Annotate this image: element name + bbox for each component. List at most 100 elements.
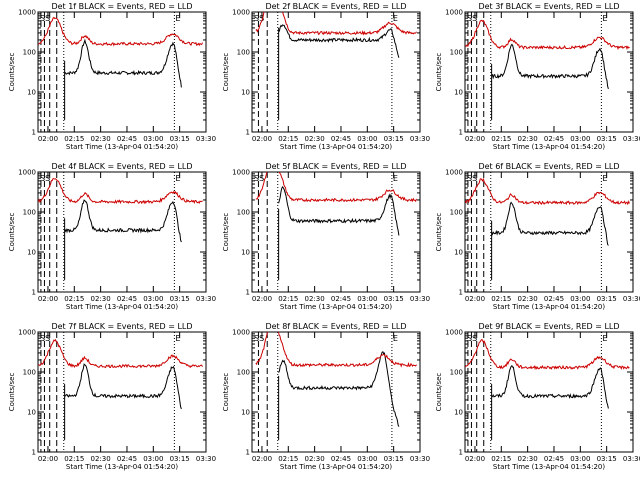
x-tick-label: 02:45 xyxy=(117,455,137,463)
y-tick-label: 10 xyxy=(241,409,250,417)
plot-frame xyxy=(251,11,421,133)
curves xyxy=(255,172,417,280)
y-tick-label: 1 xyxy=(246,129,250,137)
x-tick-label: 02:15 xyxy=(278,135,298,143)
e-marker-label: E xyxy=(393,334,398,343)
y-tick-label: 1 xyxy=(32,449,36,457)
x-tick-label: 03:30 xyxy=(410,135,430,143)
y-tick-label: 1 xyxy=(32,289,36,297)
x-axis-label: Start Time (13-Apr-04 01:54:20) xyxy=(66,463,178,471)
x-tick-label: 03:00 xyxy=(357,455,377,463)
x-tick-label: 02:00 xyxy=(38,455,58,463)
y-axis-label: Counts/sec xyxy=(222,213,230,252)
x-tick-label: 02:45 xyxy=(117,135,137,143)
panel-7: Det 7f BLACK = Events, RED = LLD 1 10 100 10… xyxy=(8,322,216,471)
y-tick-label: 1 xyxy=(459,449,463,457)
x-axis-label: Start Time (13-Apr-04 01:54:20) xyxy=(493,303,605,311)
events-line xyxy=(64,363,182,410)
x-tick-label: 03:00 xyxy=(357,135,377,143)
x-tick-label: 02:15 xyxy=(491,135,511,143)
panel-6: Det 6f BLACK = Events, RED = LLD 1 10 100 10… xyxy=(435,162,640,311)
x-tick-label: 03:00 xyxy=(570,295,590,303)
panel-title: Det 4f BLACK = Events, RED = LLD xyxy=(51,162,192,171)
y-tick-label: 100 xyxy=(23,369,36,377)
s-marker-label: SS xyxy=(40,174,50,183)
curves xyxy=(38,16,203,120)
y-axis-label: Counts/sec xyxy=(435,213,443,252)
y-tick-label: 1000 xyxy=(232,169,250,177)
events-line xyxy=(278,351,400,427)
y-tick-label: 1 xyxy=(459,129,463,137)
x-tick-label: 03:30 xyxy=(623,135,640,143)
x-tick-label: 02:30 xyxy=(518,295,538,303)
lld-line xyxy=(465,177,630,206)
y-tick-label: 10 xyxy=(27,409,36,417)
x-tick-label: 02:30 xyxy=(518,135,538,143)
events-line xyxy=(278,186,400,236)
x-tick-label: 03:00 xyxy=(143,295,163,303)
lld-line xyxy=(255,332,417,368)
x-tick-label: 02:15 xyxy=(278,295,298,303)
panel-title: Det 6f BLACK = Events, RED = LLD xyxy=(478,162,619,171)
x-tick-label: 02:30 xyxy=(305,295,325,303)
panel-title: Det 3f BLACK = Events, RED = LLD xyxy=(478,2,619,11)
y-axis-label: Counts/sec xyxy=(435,373,443,412)
y-axis-label: Counts/sec xyxy=(8,213,16,252)
events-line xyxy=(64,38,182,88)
x-tick-label: 02:30 xyxy=(305,135,325,143)
y-tick-label: 10 xyxy=(454,89,463,97)
y-tick-label: 100 xyxy=(237,49,250,57)
e-marker-label: E xyxy=(393,14,398,23)
s-marker-label: SS xyxy=(40,14,50,23)
y-tick-label: 1000 xyxy=(445,9,463,17)
s-marker-label: SS xyxy=(40,334,50,343)
x-tick-label: 03:15 xyxy=(384,135,404,143)
panel-1: Det 1f BLACK = Events, RED = LLD 1 10 100 10… xyxy=(8,2,216,151)
x-tick-label: 02:15 xyxy=(64,135,84,143)
panel-title: Det 8f BLACK = Events, RED = LLD xyxy=(265,322,406,331)
y-tick-label: 100 xyxy=(450,209,463,217)
plot-frame xyxy=(37,11,207,133)
x-tick-label: 02:45 xyxy=(331,135,351,143)
curves xyxy=(465,177,630,280)
lld-line xyxy=(465,338,630,371)
x-tick-label: 02:30 xyxy=(91,455,111,463)
y-tick-label: 1000 xyxy=(445,169,463,177)
x-tick-label: 03:00 xyxy=(143,135,163,143)
y-axis-label: Counts/sec xyxy=(8,373,16,412)
curves xyxy=(255,12,417,120)
plot-frame xyxy=(464,171,634,293)
events-line xyxy=(491,43,609,90)
x-tick-label: 02:30 xyxy=(305,455,325,463)
panel-9: Det 9f BLACK = Events, RED = LLD 1 10 100 10… xyxy=(435,322,640,471)
y-tick-label: 10 xyxy=(454,409,463,417)
x-tick-label: 02:15 xyxy=(491,295,511,303)
y-tick-label: 1 xyxy=(246,449,250,457)
lld-line xyxy=(465,19,630,51)
panel-2: Det 2f BLACK = Events, RED = LLD 1 10 100 10… xyxy=(222,2,430,151)
y-tick-label: 10 xyxy=(241,249,250,257)
e-marker-label: E xyxy=(175,14,180,23)
x-tick-label: 02:00 xyxy=(38,135,58,143)
s-marker-label: SS xyxy=(467,14,477,23)
x-axis-label: Start Time (13-Apr-04 01:54:20) xyxy=(66,303,178,311)
x-tick-label: 02:00 xyxy=(38,295,58,303)
panel-3: Det 3f BLACK = Events, RED = LLD 1 10 100 10… xyxy=(435,2,640,151)
s-marker-label: SS xyxy=(254,174,264,183)
y-tick-label: 1000 xyxy=(18,329,36,337)
curves xyxy=(38,338,203,440)
plot-frame xyxy=(464,11,634,133)
x-tick-label: 02:30 xyxy=(91,295,111,303)
plot-frame xyxy=(251,171,421,293)
s-marker-label: SS xyxy=(254,334,264,343)
e-marker-label: E xyxy=(602,14,607,23)
s-marker-label: SS xyxy=(467,334,477,343)
x-tick-label: 02:15 xyxy=(64,455,84,463)
y-tick-label: 1 xyxy=(32,129,36,137)
events-line xyxy=(491,364,609,409)
panel-title: Det 5f BLACK = Events, RED = LLD xyxy=(265,162,406,171)
curves xyxy=(465,19,630,120)
x-tick-label: 02:00 xyxy=(252,135,272,143)
panel-4: Det 4f BLACK = Events, RED = LLD 1 10 100 10… xyxy=(8,162,216,311)
